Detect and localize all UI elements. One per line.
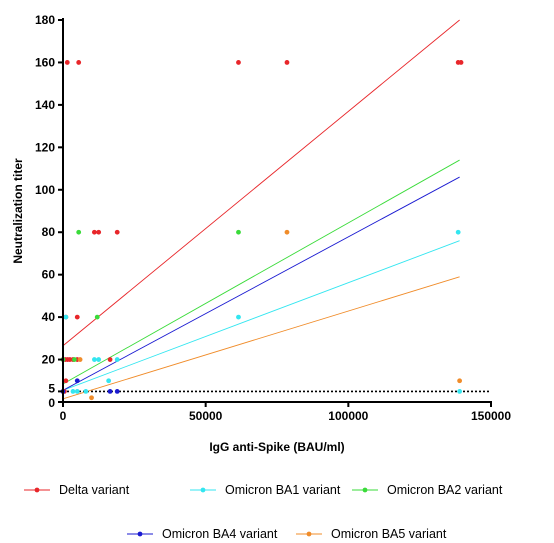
point-3-1: [107, 388, 113, 394]
point-1-4: [106, 378, 112, 384]
point-0-8: [114, 229, 120, 235]
legend-item-1: Omicron BA1 variant: [190, 483, 341, 497]
point-4-0: [284, 229, 290, 235]
point-1-10: [457, 388, 463, 394]
point-1-2: [96, 357, 102, 362]
x-tick-label-3: 150000: [471, 409, 511, 423]
y-axis-title: Neutralization titer: [11, 158, 25, 264]
point-0-10: [74, 314, 80, 320]
fit-line-4: [62, 276, 460, 400]
legend-swatch-dot-0: [34, 487, 40, 493]
y-tick-label-5: 80: [42, 225, 56, 239]
point-1-6: [455, 229, 461, 235]
point-2-1: [236, 229, 241, 235]
y-tick-label-6: 100: [35, 183, 55, 197]
y-tick-label-1: 5: [48, 381, 55, 395]
legend-label-1: Omicron BA1 variant: [225, 483, 341, 497]
point-3-2: [114, 388, 120, 394]
point-0-1: [76, 60, 82, 65]
point-0-2: [236, 60, 241, 65]
point-1-0: [63, 314, 69, 320]
y-tick-label-4: 60: [42, 268, 56, 282]
fit-line-0: [62, 19, 460, 347]
point-0-6: [91, 229, 97, 235]
x-axis-title: IgG anti-Spike (BAU/ml): [209, 440, 344, 454]
y-tick-label-7: 120: [35, 140, 55, 154]
point-1-7: [70, 388, 76, 394]
point-0-0: [64, 60, 70, 65]
legend-item-0: Delta variant: [24, 483, 130, 497]
y-tick-label-8: 140: [35, 98, 55, 112]
legend-label-2: Omicron BA2 variant: [387, 483, 503, 497]
y-tick-label-3: 40: [42, 310, 56, 324]
point-2-2: [94, 314, 100, 320]
legend-item-3: Omicron BA4 variant: [127, 527, 278, 541]
point-4-1: [77, 357, 83, 362]
x-tick-label-0: 0: [60, 409, 67, 423]
legend-swatch-dot-3: [137, 531, 143, 537]
x-tick-label-1: 50000: [189, 409, 223, 423]
y-tick-label-0: 0: [48, 396, 55, 410]
point-2-0: [76, 229, 82, 235]
point-1-3: [114, 357, 120, 362]
x-tick-label-2: 100000: [328, 409, 368, 423]
legend-item-4: Omicron BA5 variant: [296, 527, 447, 541]
legend-label-3: Omicron BA4 variant: [162, 527, 278, 541]
point-0-3: [284, 60, 290, 65]
legend-label-0: Delta variant: [59, 483, 130, 497]
point-4-2: [457, 378, 463, 384]
point-2-3: [72, 357, 77, 362]
legend-label-4: Omicron BA5 variant: [331, 527, 447, 541]
legend-item-2: Omicron BA2 variant: [352, 483, 503, 497]
legend-swatch-dot-1: [200, 487, 206, 493]
point-4-3: [89, 395, 94, 401]
legend-swatch-dot-4: [306, 531, 312, 537]
legend: Delta variant Omicron BA1 variant Omicron …: [24, 483, 503, 541]
plot-area: 05 20 40 60 80 100 120 140 160 180 0 50000 100000 150…: [35, 13, 511, 423]
y-tick-label-10: 180: [35, 13, 55, 27]
y-tick-label-2: 20: [42, 353, 56, 367]
fit-line-1: [62, 240, 460, 391]
y-tick-label-9: 160: [35, 55, 55, 69]
fit-line-3: [62, 176, 460, 391]
point-1-1: [91, 357, 97, 362]
point-0-18: [63, 378, 69, 384]
point-0-7: [96, 229, 102, 235]
point-1-8: [74, 388, 80, 394]
point-0-5: [458, 60, 464, 65]
point-1-9: [83, 388, 89, 394]
legend-swatch-dot-2: [362, 487, 368, 493]
point-1-5: [236, 314, 241, 320]
point-0-17: [107, 357, 113, 362]
point-3-0: [74, 378, 80, 384]
fit-line-2: [62, 159, 460, 385]
